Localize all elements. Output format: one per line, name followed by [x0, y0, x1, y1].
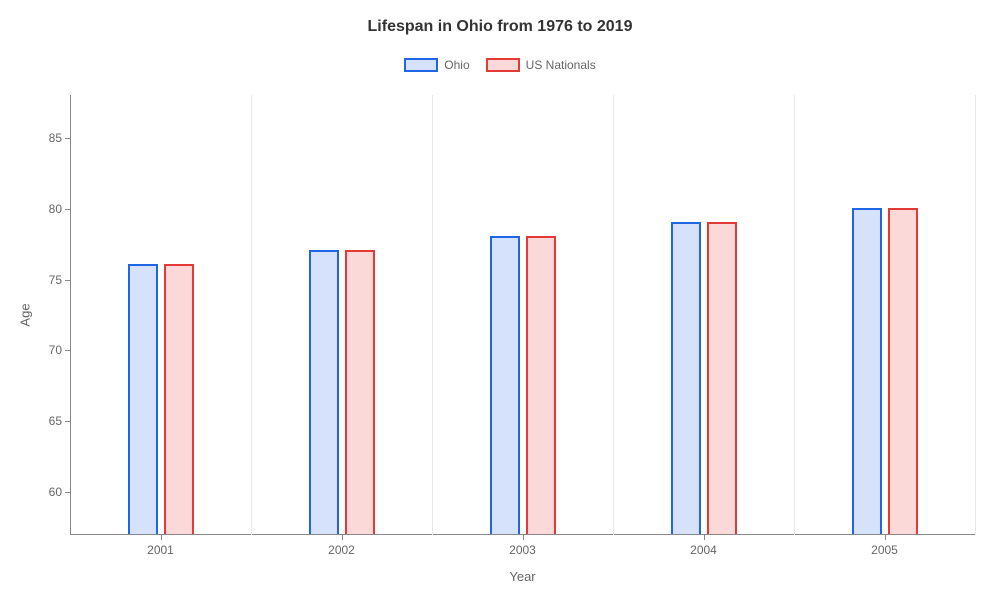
- bar-ohio: [128, 264, 158, 534]
- ytick-mark: [65, 492, 70, 493]
- chart-title: Lifespan in Ohio from 1976 to 2019: [0, 18, 1000, 36]
- bar-us: [888, 208, 918, 534]
- bar-us: [345, 250, 375, 534]
- bar-ohio: [490, 236, 520, 534]
- legend-swatch-ohio: [404, 58, 438, 72]
- bar-us: [526, 236, 556, 534]
- gridline-v: [975, 95, 976, 535]
- y-axis-label: Age: [18, 303, 33, 326]
- xtick-label: 2004: [690, 535, 717, 557]
- ytick-mark: [65, 138, 70, 139]
- xtick-label: 2005: [871, 535, 898, 557]
- chart-container: Lifespan in Ohio from 1976 to 2019 Ohio …: [0, 0, 1000, 600]
- xtick-label: 2001: [147, 535, 174, 557]
- legend-label-us: US Nationals: [526, 58, 596, 72]
- legend-label-ohio: Ohio: [444, 58, 469, 72]
- bar-ohio: [852, 208, 882, 534]
- ytick-mark: [65, 421, 70, 422]
- bar-us: [707, 222, 737, 534]
- plot-area: 60657075808520012002200320042005: [70, 95, 975, 535]
- xtick-label: 2002: [328, 535, 355, 557]
- gridline-v: [251, 95, 252, 535]
- legend-swatch-us: [486, 58, 520, 72]
- legend-item-ohio: Ohio: [404, 58, 469, 72]
- bar-ohio: [671, 222, 701, 534]
- x-axis-label: Year: [509, 569, 535, 584]
- ytick-mark: [65, 350, 70, 351]
- y-axis-line: [70, 95, 71, 535]
- ytick-mark: [65, 280, 70, 281]
- xtick-label: 2003: [509, 535, 536, 557]
- legend: Ohio US Nationals: [0, 58, 1000, 72]
- bar-us: [164, 264, 194, 534]
- gridline-v: [794, 95, 795, 535]
- gridline-v: [613, 95, 614, 535]
- ytick-mark: [65, 209, 70, 210]
- gridline-v: [432, 95, 433, 535]
- bar-ohio: [309, 250, 339, 534]
- legend-item-us: US Nationals: [486, 58, 596, 72]
